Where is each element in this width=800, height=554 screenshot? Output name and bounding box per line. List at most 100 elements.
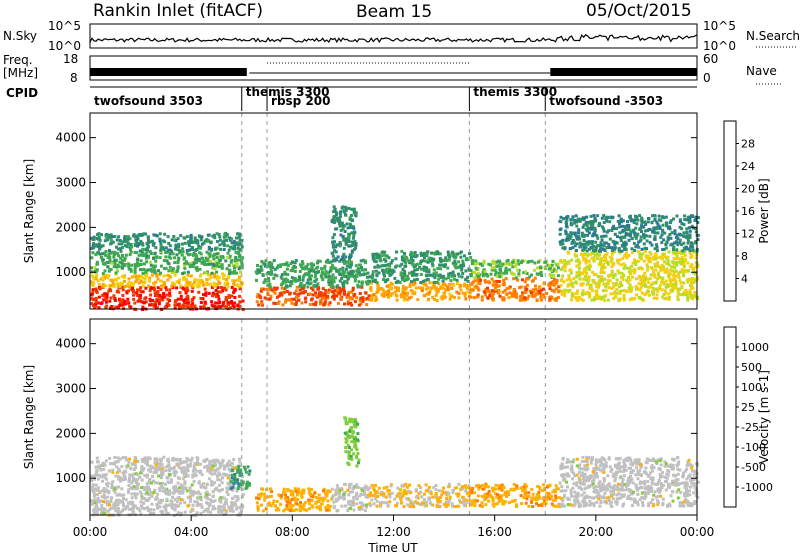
data-cell (168, 275, 172, 279)
data-cell (182, 460, 186, 464)
data-cell (684, 258, 688, 262)
data-cell (106, 265, 110, 269)
data-cell (101, 278, 105, 282)
data-cell (299, 505, 303, 509)
data-cell (136, 486, 140, 490)
data-cell (600, 243, 603, 247)
data-cell (600, 235, 604, 239)
data-cell (204, 283, 208, 287)
data-cell (199, 238, 203, 242)
data-cell (341, 283, 345, 287)
data-cell (241, 475, 244, 478)
data-cell (646, 220, 650, 224)
data-cell (560, 292, 564, 296)
data-cell (622, 293, 626, 297)
data-cell (382, 272, 386, 276)
data-cell (445, 259, 448, 262)
data-cell (134, 274, 138, 278)
data-cell (143, 459, 147, 463)
data-cell (257, 270, 261, 274)
data-cell (146, 506, 149, 510)
data-cell (663, 231, 667, 235)
data-cell (146, 238, 150, 242)
data-cell (122, 476, 126, 480)
data-cell (104, 459, 108, 463)
data-cell (495, 274, 499, 278)
data-cell (143, 262, 146, 266)
data-cell (174, 243, 178, 247)
data-cell (170, 268, 174, 272)
data-cell (267, 265, 271, 268)
data-cell (659, 235, 663, 239)
data-cell (229, 469, 232, 473)
data-cell (458, 285, 462, 289)
data-cell (347, 206, 351, 210)
data-cell (489, 272, 493, 276)
data-cell (238, 258, 241, 262)
data-cell (555, 279, 559, 282)
data-cell (316, 259, 320, 263)
data-cell (222, 235, 226, 239)
data-cell (372, 293, 376, 297)
data-cell (585, 240, 589, 244)
data-cell (199, 273, 203, 277)
data-cell (694, 256, 698, 260)
data-cell (136, 237, 140, 241)
data-cell (135, 251, 139, 255)
data-cell (295, 490, 299, 494)
data-cell (120, 493, 124, 497)
data-cell (128, 246, 132, 250)
data-cell (574, 259, 578, 263)
data-cell (511, 272, 515, 276)
data-cell (183, 482, 187, 486)
data-cell (640, 291, 644, 295)
data-cell (610, 258, 614, 262)
data-cell (121, 240, 125, 244)
data-cell (416, 298, 420, 302)
data-cell (293, 487, 297, 491)
data-cell (505, 287, 509, 291)
data-cell (120, 254, 124, 258)
data-cell (670, 265, 673, 269)
data-cell (411, 283, 415, 287)
data-cell (187, 301, 191, 305)
data-cell (297, 298, 301, 302)
data-cell (480, 298, 484, 302)
data-cell (283, 507, 287, 511)
data-cell (653, 264, 657, 268)
data-cell (602, 214, 606, 217)
data-cell (106, 274, 110, 278)
data-cell (492, 265, 496, 269)
data-cell (588, 295, 592, 299)
data-cell (150, 511, 154, 515)
data-cell (175, 487, 179, 491)
data-cell (108, 255, 112, 259)
data-cell (430, 262, 434, 266)
data-cell (189, 274, 193, 278)
data-cell (118, 476, 122, 480)
data-cell (233, 269, 236, 273)
data-cell (339, 210, 343, 214)
data-cell (585, 283, 589, 286)
data-cell (646, 268, 650, 272)
data-cell (208, 259, 212, 263)
data-cell (158, 273, 162, 277)
data-cell (559, 215, 563, 219)
data-cell (230, 300, 233, 303)
data-cell (603, 241, 607, 245)
data-cell (425, 269, 429, 273)
data-cell (597, 262, 601, 266)
data-cell (690, 242, 694, 246)
data-cell (586, 242, 590, 246)
data-cell (335, 216, 339, 220)
data-cell (214, 247, 217, 251)
data-cell (342, 292, 346, 296)
data-cell (674, 269, 678, 273)
data-cell (617, 271, 621, 275)
data-cell (324, 272, 328, 276)
data-cell (403, 270, 407, 273)
data-cell (324, 269, 328, 273)
data-cell (426, 250, 430, 254)
data-cell (576, 298, 580, 302)
data-cell (376, 284, 380, 288)
